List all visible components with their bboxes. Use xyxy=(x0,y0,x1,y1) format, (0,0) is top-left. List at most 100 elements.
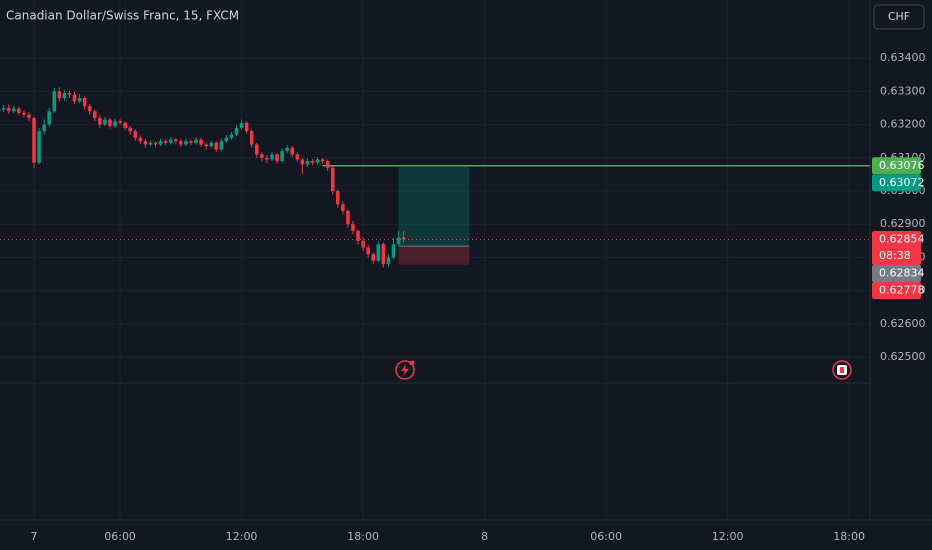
candle-body xyxy=(52,91,57,112)
candle-body xyxy=(224,137,229,142)
currency-label[interactable]: CHF xyxy=(888,10,910,23)
candle-body xyxy=(108,119,112,127)
y-tick-label: 0.63200 xyxy=(880,118,926,131)
event-icon-bolt[interactable] xyxy=(401,364,409,376)
candle-body xyxy=(381,244,386,265)
candle-body xyxy=(189,141,193,143)
candle-body xyxy=(184,141,188,145)
currency-button[interactable]: CHF xyxy=(873,4,925,30)
candle-body xyxy=(320,159,325,162)
price-tag-label: 0.63076 xyxy=(879,159,925,172)
candle-body xyxy=(133,131,138,138)
candle-body xyxy=(361,240,365,248)
price-tag-label: 0.63072 xyxy=(879,176,925,189)
candle-body xyxy=(199,139,203,145)
candle-body xyxy=(285,147,289,152)
price-tag xyxy=(872,157,921,175)
position-tool[interactable] xyxy=(0,165,870,265)
x-tick-label: 8 xyxy=(481,530,488,543)
candle-body xyxy=(103,119,107,125)
chart-title: Canadian Dollar/Swiss Franc, 15, FXCM xyxy=(6,9,239,23)
candle-body xyxy=(67,93,72,95)
candle-body xyxy=(300,159,305,165)
candle-body xyxy=(401,237,406,240)
candle-body xyxy=(275,154,279,162)
candle-body xyxy=(341,204,345,211)
candle-body xyxy=(295,154,300,160)
x-tick-label: 06:00 xyxy=(104,530,136,543)
candle-body xyxy=(37,131,41,163)
country-icon-leaf[interactable] xyxy=(840,367,844,373)
candle-body xyxy=(391,244,396,258)
x-tick-label: 06:00 xyxy=(590,530,622,543)
candle-body xyxy=(118,121,122,123)
candle-body xyxy=(1,107,6,110)
candle-body xyxy=(204,144,208,147)
candle-body xyxy=(290,147,294,155)
x-tick-label: 7 xyxy=(31,530,38,543)
candle-body xyxy=(280,151,284,162)
stop-zone[interactable] xyxy=(398,246,470,265)
grid xyxy=(0,0,870,520)
candle-body xyxy=(6,107,11,112)
candle-body xyxy=(310,161,315,163)
candle-body xyxy=(77,97,82,102)
candles xyxy=(0,87,406,268)
candle-body xyxy=(315,159,320,163)
y-tick-label: 0.62600 xyxy=(880,317,926,330)
y-tick-label: 0.63400 xyxy=(880,51,926,64)
y-tick-label: 0.62500 xyxy=(880,350,926,363)
candle-body xyxy=(265,157,269,160)
candle-body xyxy=(153,142,158,145)
country-event-icon[interactable] xyxy=(832,360,852,380)
price-tag-label: 0.62834 xyxy=(879,266,925,279)
candle-body xyxy=(366,247,370,255)
price-tag-label: 0.62854 xyxy=(879,232,925,245)
candle-body xyxy=(174,139,178,142)
candle-body xyxy=(239,122,244,128)
candle-body xyxy=(244,122,249,132)
candle-body xyxy=(305,161,310,165)
currency-button-frame[interactable] xyxy=(873,4,925,30)
event-icon[interactable] xyxy=(395,360,415,380)
candle-body xyxy=(249,131,254,145)
candle-body xyxy=(336,191,340,205)
candle-body xyxy=(270,154,274,160)
candle-body xyxy=(163,141,168,143)
countdown-label: 08:38 xyxy=(879,249,911,262)
x-tick-label: 12:00 xyxy=(712,530,744,543)
candle-body xyxy=(32,117,36,163)
y-tick-label: 0.63300 xyxy=(880,84,926,97)
price-tag xyxy=(872,230,921,265)
price-tag xyxy=(872,264,921,282)
candle-body xyxy=(386,257,391,265)
event-icon-dot[interactable] xyxy=(409,360,415,366)
candle-body xyxy=(371,254,376,261)
y-tick-label: 0.62900 xyxy=(880,217,926,230)
candle-body xyxy=(325,161,330,168)
candle-body xyxy=(260,154,264,158)
candle-body xyxy=(113,121,117,127)
candle-body xyxy=(214,142,219,150)
candle-body xyxy=(179,141,183,145)
candle-body xyxy=(168,139,173,143)
event-icon-ring[interactable] xyxy=(395,360,415,380)
candle-body xyxy=(82,97,87,107)
candle-body xyxy=(98,117,102,125)
candle-body xyxy=(158,141,163,145)
price-tag xyxy=(872,281,921,299)
candle-body xyxy=(376,244,381,261)
x-tick-label: 12:00 xyxy=(226,530,258,543)
candle-body xyxy=(209,142,213,147)
price-tag xyxy=(872,174,921,192)
target-zone[interactable] xyxy=(398,167,470,247)
candle-body xyxy=(123,122,127,128)
candle-body xyxy=(17,108,21,113)
candle-body xyxy=(229,134,234,138)
candle-body xyxy=(11,108,16,112)
price-tags: 0.63076 0.63072 0.62854 08:38 0.62834 0.62778 xyxy=(872,157,925,299)
candle-body xyxy=(194,139,198,143)
candle-body xyxy=(346,210,350,225)
